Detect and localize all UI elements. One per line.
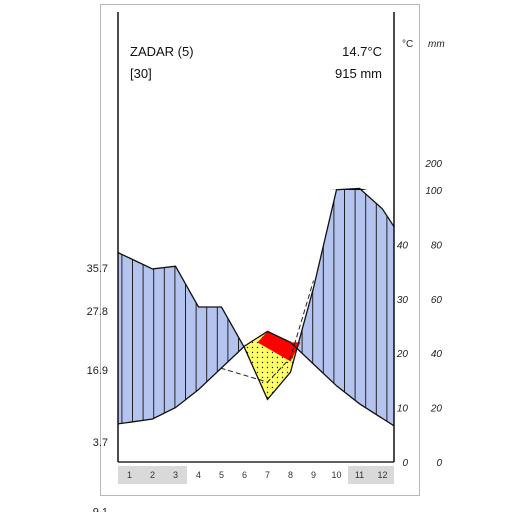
temperature-tick-label: 0 xyxy=(402,458,408,469)
temperature-tick-label: 40 xyxy=(397,240,409,251)
temperature-unit: °C xyxy=(402,39,414,50)
left-axis-label: -9.1 xyxy=(89,507,108,512)
month-cell xyxy=(256,466,279,484)
temperature-line xyxy=(117,330,395,427)
dry-season-area xyxy=(244,331,268,400)
precipitation-tick-label: 60 xyxy=(431,295,443,306)
annual-precipitation: 915 mm xyxy=(335,66,382,81)
precipitation-tick-label: 80 xyxy=(431,240,443,251)
station-name: ZADAR (5) xyxy=(130,44,194,59)
precipitation-tick-label: 40 xyxy=(431,349,443,360)
month-label: 7 xyxy=(265,470,270,480)
month-cell xyxy=(118,466,141,484)
humid-season-area xyxy=(175,266,199,408)
month-label: 10 xyxy=(331,470,341,480)
humid-season-area xyxy=(118,252,130,424)
temperature-tick-label: 10 xyxy=(397,404,409,415)
temperature-tick-label: 20 xyxy=(396,349,409,360)
temperature-tick-label: 30 xyxy=(397,295,409,306)
humid-season-area xyxy=(359,188,383,419)
month-label: 11 xyxy=(355,470,364,480)
humid-season-area xyxy=(382,209,394,426)
month-cell xyxy=(279,466,302,484)
month-label: 6 xyxy=(242,470,247,480)
left-axis-label: 27.8 xyxy=(87,306,108,318)
left-axis-label: 35.7 xyxy=(87,263,108,275)
precipitation-tick-label: 20 xyxy=(430,404,443,415)
dashed-precipitation-line xyxy=(220,280,314,383)
month-cell xyxy=(233,466,256,484)
mean-temperature: 14.7°C xyxy=(342,44,382,59)
humid-season-area xyxy=(198,307,222,390)
month-cell xyxy=(348,466,371,484)
month-label: 2 xyxy=(150,470,155,480)
month-cell xyxy=(210,466,233,484)
month-cell xyxy=(325,466,348,484)
humid-season-area xyxy=(129,258,153,423)
humid-season-area xyxy=(297,287,314,365)
diagram-frame xyxy=(100,4,420,496)
month-label: 3 xyxy=(173,470,178,480)
precipitation-tick-label: 100 xyxy=(425,186,442,197)
month-label: 5 xyxy=(219,470,224,480)
month-label: 1 xyxy=(127,470,132,480)
month-cell xyxy=(187,466,210,484)
precipitation-unit: mm xyxy=(428,39,445,50)
precipitation-line xyxy=(117,187,395,401)
left-axis-label: 16.9 xyxy=(87,365,108,377)
humid-season-area xyxy=(336,188,360,404)
month-cell xyxy=(164,466,187,484)
left-axis-label: 3.7 xyxy=(93,437,108,449)
humid-season-area xyxy=(313,189,337,386)
month-cell xyxy=(371,466,394,484)
month-label: 8 xyxy=(288,470,293,480)
humid-season-area xyxy=(152,266,176,419)
month-cell xyxy=(141,466,164,484)
humid-season-area xyxy=(221,307,244,368)
observation-years: [30] xyxy=(130,66,152,81)
month-label: 9 xyxy=(311,470,316,480)
hot-months-area xyxy=(257,331,301,362)
month-label: 4 xyxy=(196,470,201,480)
month-label: 12 xyxy=(377,470,387,480)
precipitation-tick-label: 200 xyxy=(424,159,442,170)
month-cell xyxy=(302,466,325,484)
precipitation-tick-label: 0 xyxy=(436,458,442,469)
